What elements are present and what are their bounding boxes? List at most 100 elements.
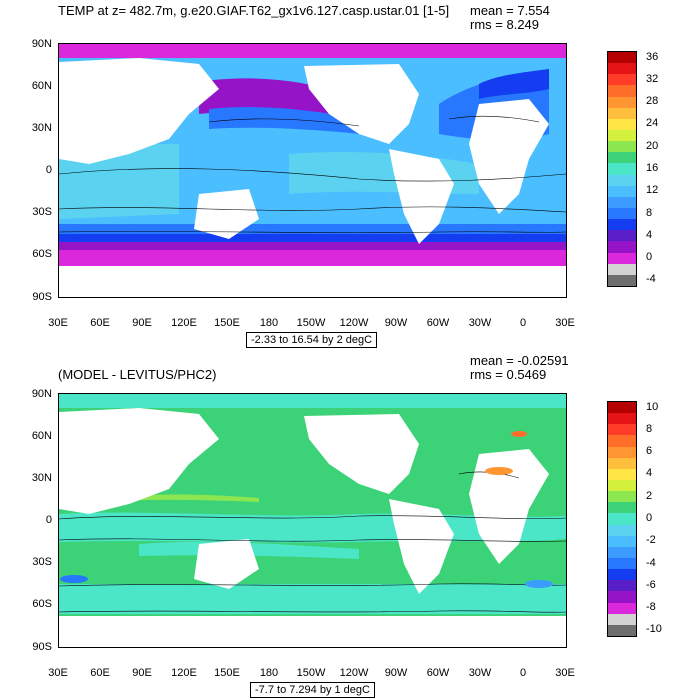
bottom-colorbar-segment: [608, 524, 636, 537]
bottom-colorbar-label: -6: [646, 578, 656, 591]
bot-land-australia: [194, 539, 259, 589]
bottom-colorbar-segment: [608, 502, 636, 514]
top-colorbar-segment: [608, 107, 636, 120]
bot-land-south-america: [389, 499, 454, 594]
top-colorbar-segment: [608, 185, 636, 198]
top-land-africa-europe: [469, 99, 549, 214]
top-southern-deep: [59, 224, 566, 236]
bottom-colorbar-label: -8: [646, 601, 656, 614]
bottom-lat-label: 60S: [32, 598, 52, 610]
top-colorbar-label: 20: [646, 139, 659, 152]
bottom-lat-label: 60N: [31, 430, 52, 442]
bot-land-africa-europe: [469, 449, 549, 564]
top-land-australia: [194, 189, 259, 239]
bottom-lon-label: 30E: [555, 667, 575, 679]
bottom-lon-label: 180: [259, 667, 279, 679]
bottom-lon-label: 90W: [384, 667, 408, 679]
top-lat-label: 0: [45, 164, 52, 176]
top-colorbar-segment: [608, 252, 636, 265]
bottom-lat-label: 30N: [31, 472, 52, 484]
bottom-colorbar-label: -4: [646, 556, 656, 569]
top-lon-label: 150W: [296, 317, 326, 329]
top-colorbar-segment: [608, 63, 636, 75]
bottom-colorbar-segment: [608, 457, 636, 470]
top-colorbar-segment: [608, 241, 636, 254]
top-arctic-band: [59, 44, 566, 58]
top-colorbar-segment: [608, 219, 636, 231]
bottom-colorbar-label: 10: [646, 400, 659, 413]
bot-land-asia: [59, 408, 219, 514]
bottom-mean: mean = -0.02591: [470, 353, 569, 368]
bot-antarctica-land: [59, 616, 566, 647]
bot-light-green-band: [119, 494, 259, 502]
top-colorbar-segment: [608, 208, 636, 220]
bot-agulhas-anomaly: [60, 575, 88, 583]
bottom-colorbar-segment: [608, 435, 636, 448]
top-mean: mean = 7.554: [470, 3, 550, 18]
bottom-lon-label: 150W: [296, 667, 326, 679]
bottom-lon-label: 60E: [90, 667, 110, 679]
top-colorbar-segment: [608, 130, 636, 142]
top-colorbar-label: 4: [646, 228, 653, 241]
bot-contour-4: [59, 610, 566, 613]
top-colorbar-label: 36: [646, 50, 659, 63]
top-north-pacific-blue: [209, 107, 359, 134]
bottom-lon-label: 120E: [171, 667, 197, 679]
top-lon-label: 120W: [339, 317, 369, 329]
bottom-colorbar-label: 8: [646, 422, 653, 435]
top-lat-label: 60N: [31, 80, 52, 92]
bottom-colorbar-segment: [608, 402, 636, 414]
top-lat-label: 30N: [31, 122, 52, 134]
bottom-map-title: (MODEL - LEVITUS/PHC2): [58, 367, 217, 382]
top-colorbar-segment: [608, 196, 636, 209]
top-land-north-america: [304, 64, 419, 144]
top-colorbar-label: 28: [646, 95, 659, 108]
top-range-label: -2.33 to 16.54 by 2 degC: [246, 332, 378, 348]
bottom-lat-label: 0: [45, 514, 52, 526]
top-panel: TEMP at z= 482.7m, g.e20.GIAF.T62_gx1v6.…: [31, 3, 659, 348]
bottom-lon-label: 150E: [214, 667, 240, 679]
bottom-colorbar-label: 6: [646, 445, 653, 458]
top-southern-purple: [59, 242, 566, 252]
bottom-colorbar-segment: [608, 591, 636, 604]
bottom-colorbar-segment: [608, 446, 636, 459]
top-colorbar-label: 8: [646, 206, 653, 219]
top-contour-5: [448, 115, 540, 123]
bot-gulfstream-anomaly: [485, 467, 513, 475]
top-southern-blue: [59, 234, 566, 244]
bottom-colorbar-segment: [608, 480, 636, 492]
top-rms: rms = 8.249: [470, 17, 540, 32]
top-map: [58, 43, 567, 298]
bottom-colorbar-segment: [608, 602, 636, 615]
top-colorbar-label: 0: [646, 251, 653, 264]
top-map-title: TEMP at z= 482.7m, g.e20.GIAF.T62_gx1v6.…: [58, 3, 450, 18]
bottom-lon-label: 90E: [132, 667, 152, 679]
bottom-colorbar-segment: [608, 468, 636, 481]
top-lon-label: 30W: [468, 317, 492, 329]
bottom-colorbar-segment: [608, 580, 636, 592]
top-land-south-america: [389, 149, 454, 244]
top-lon-label: 180: [259, 317, 279, 329]
top-land-asia: [59, 58, 219, 164]
top-lon-label: 60E: [90, 317, 110, 329]
bottom-colorbar-label: 4: [646, 467, 653, 480]
top-lat-label: 60S: [32, 248, 52, 260]
bottom-range-label: -7.7 to 7.294 by 1 degC: [250, 682, 375, 698]
bottom-colorbar-label: -10: [646, 623, 662, 636]
top-lat-label: 90S: [32, 291, 52, 303]
top-contour-1: [59, 168, 566, 182]
top-contour-4: [208, 118, 360, 127]
bottom-lat-label: 30S: [32, 556, 52, 568]
top-colorbar-segment: [608, 141, 636, 153]
top-colorbar-segment: [608, 230, 636, 242]
top-colorbar: [607, 51, 637, 287]
top-colorbar-segment: [608, 52, 636, 64]
top-colorbar-segment: [608, 163, 636, 176]
bot-north-atlantic-anomaly: [511, 431, 527, 437]
bot-contour-2: [59, 538, 566, 542]
bottom-rms: rms = 0.5469: [470, 367, 547, 382]
bottom-colorbar-segment: [608, 558, 636, 570]
bottom-colorbar-segment: [608, 413, 636, 425]
top-colorbar-segment: [608, 274, 636, 287]
bottom-colorbar-segment: [608, 546, 636, 559]
